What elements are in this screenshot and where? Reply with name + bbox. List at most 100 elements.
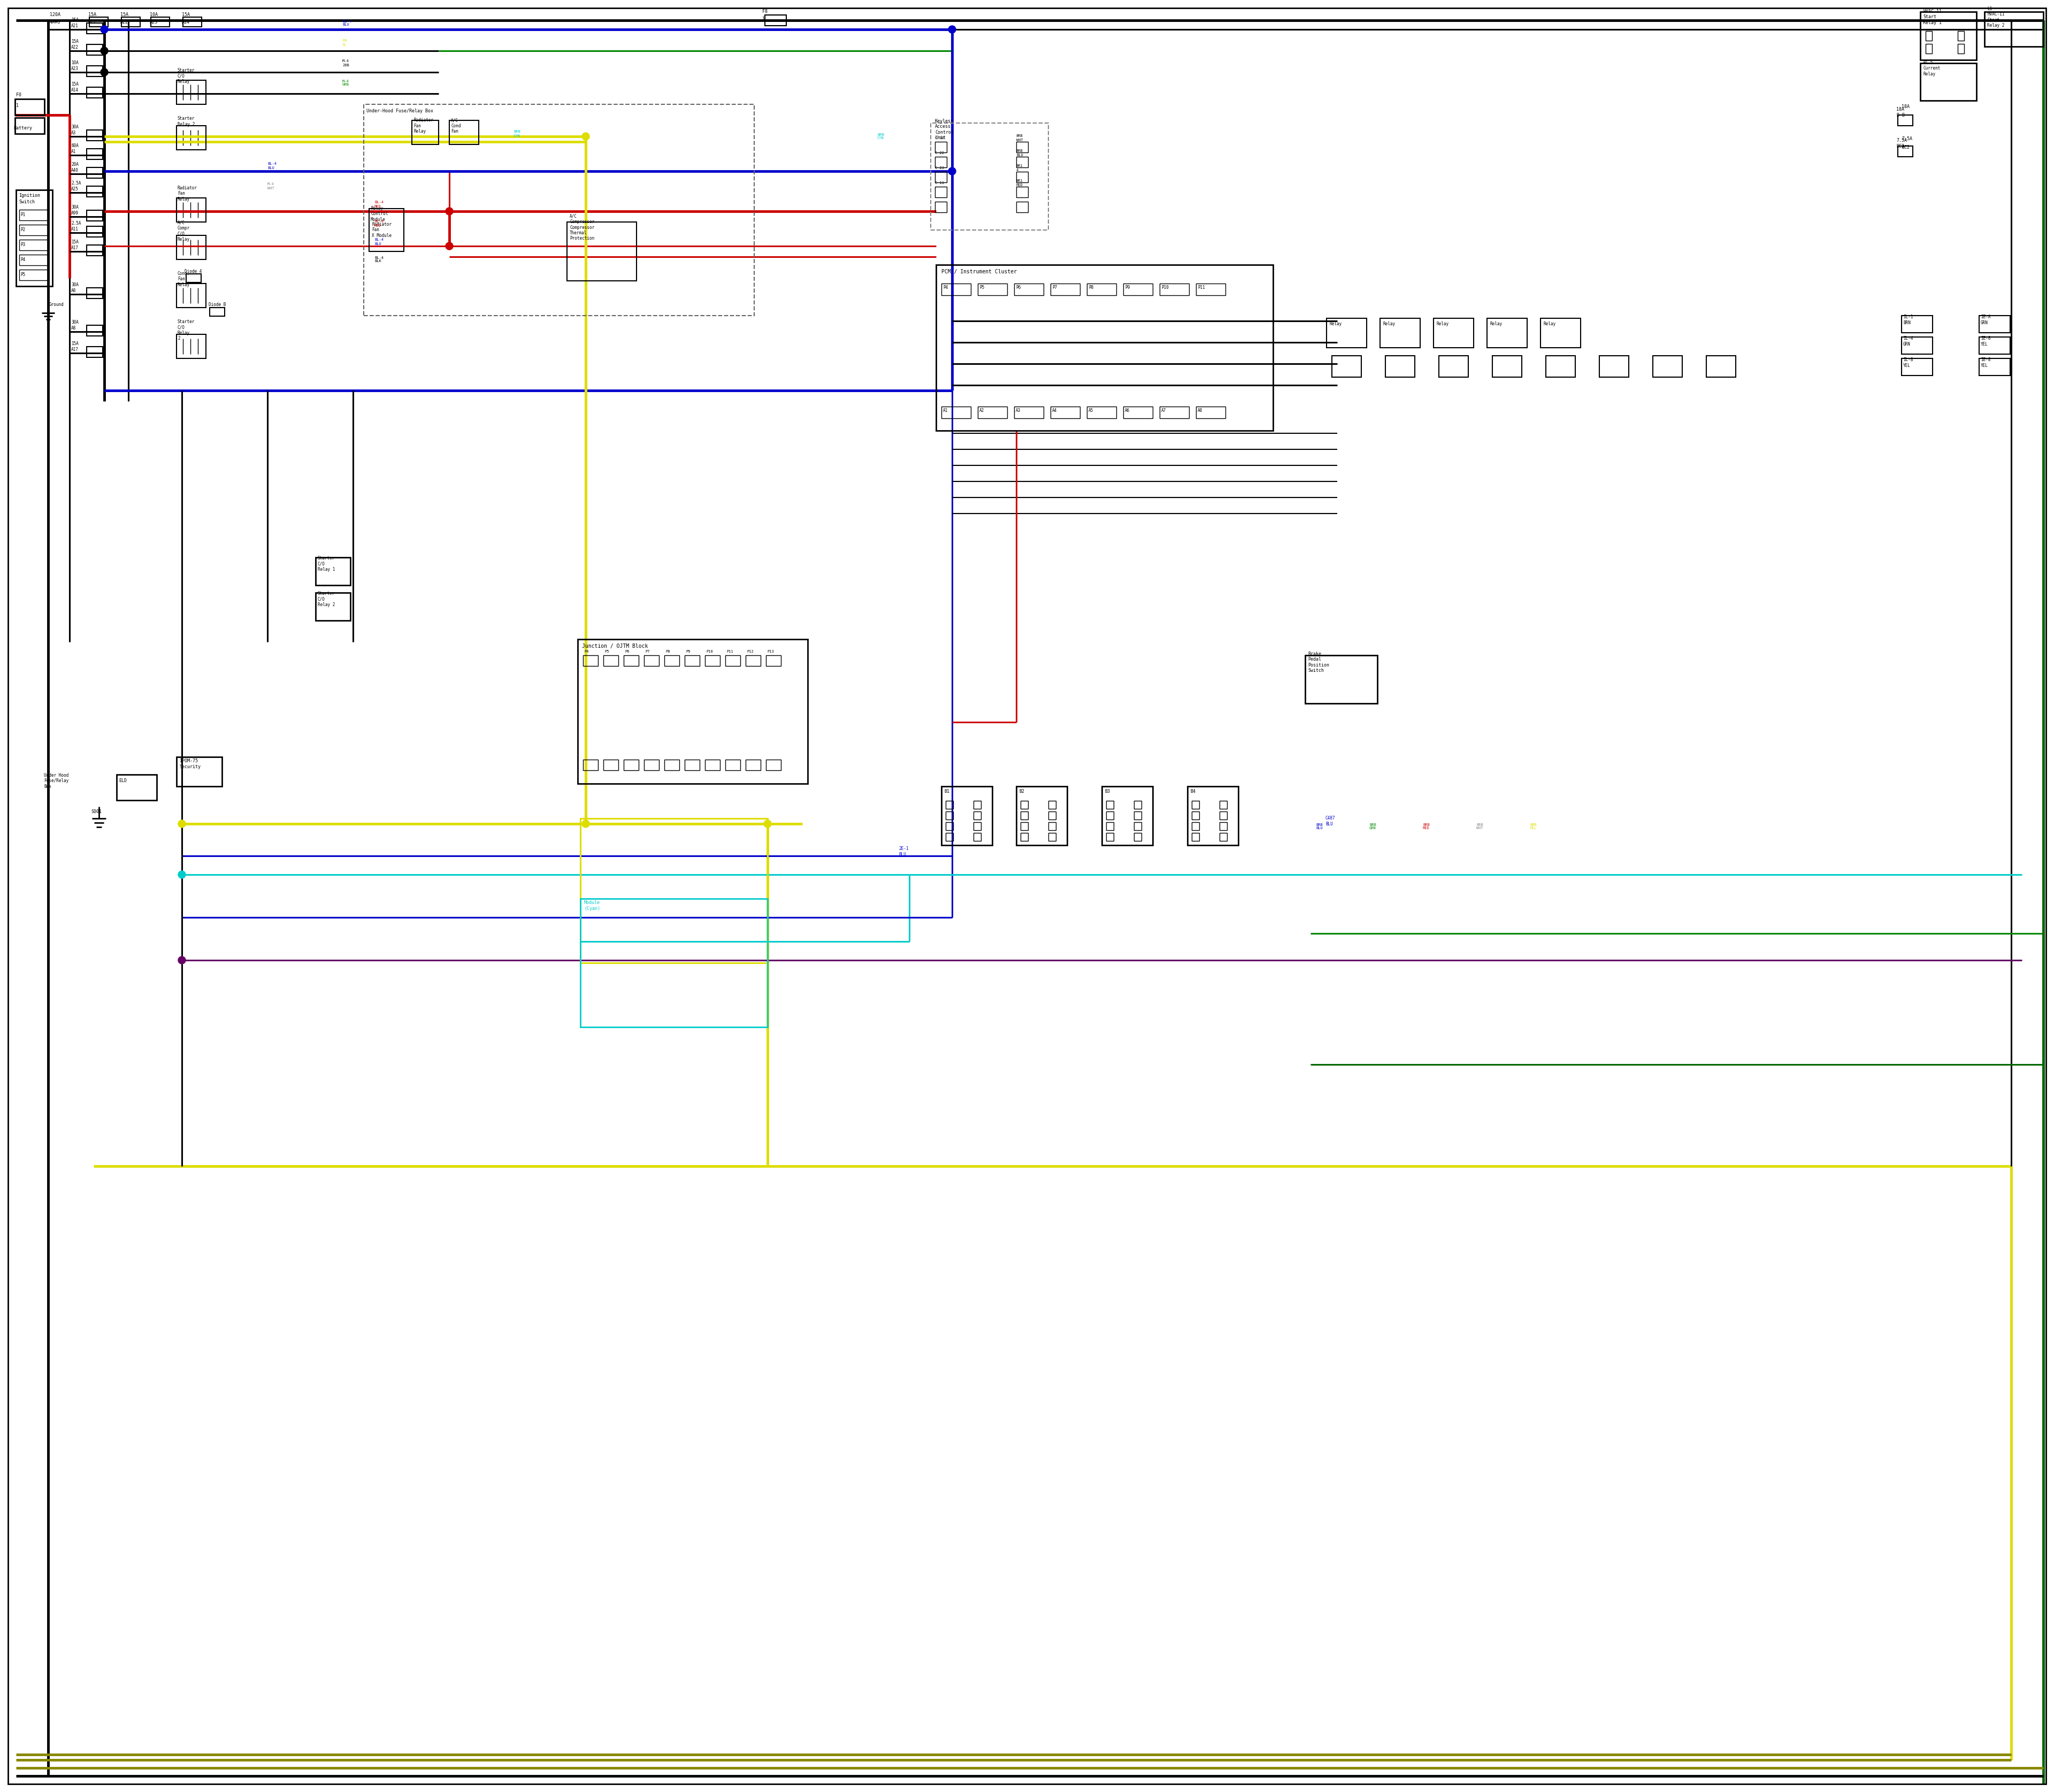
Text: Under-Hood Fuse/Relay Box: Under-Hood Fuse/Relay Box	[366, 109, 433, 113]
Text: 8RB
BLU: 8RB BLU	[1017, 149, 1023, 156]
Bar	[1980, 337, 2011, 355]
Bar	[1087, 283, 1115, 296]
Bar	[86, 226, 103, 237]
Bar	[1902, 337, 1933, 355]
Text: Relay: Relay	[1436, 321, 1448, 326]
Text: BRB
BLU: BRB BLU	[1317, 823, 1323, 830]
Bar	[1920, 63, 1976, 100]
Circle shape	[101, 25, 109, 34]
Text: BRN
CYN: BRN CYN	[514, 131, 520, 138]
Text: P6: P6	[624, 650, 629, 652]
Bar	[1927, 30, 1933, 41]
Bar	[88, 18, 109, 27]
Bar	[1547, 357, 1575, 376]
Bar	[1107, 833, 1113, 840]
Bar	[604, 656, 618, 667]
Circle shape	[581, 821, 589, 828]
Bar	[1980, 315, 2011, 333]
Text: 2E-1
BLU: 2E-1 BLU	[900, 846, 908, 857]
Circle shape	[101, 47, 109, 54]
Bar	[705, 656, 721, 667]
Text: Ground: Ground	[49, 303, 64, 306]
Bar	[583, 760, 598, 771]
Bar	[1191, 823, 1200, 830]
Bar	[1195, 407, 1226, 418]
Text: 18A
B: 18A B	[1896, 108, 1904, 118]
Bar	[1493, 357, 1522, 376]
Bar	[86, 167, 103, 177]
Bar	[583, 656, 598, 667]
Text: BL-4
BLU: BL-4 BLU	[374, 238, 384, 246]
Text: A/C
Compr
C/O
Relay: A/C Compr C/O Relay	[177, 220, 189, 242]
Text: Relay: Relay	[1543, 321, 1555, 326]
Text: BRB
YEL: BRB YEL	[1530, 823, 1536, 830]
Text: IE-8
YEL: IE-8 YEL	[1980, 357, 1990, 367]
Bar	[941, 283, 972, 296]
Bar	[935, 156, 947, 167]
Bar	[1191, 833, 1200, 840]
Bar	[1331, 357, 1362, 376]
Text: P3: P3	[21, 242, 25, 247]
Bar	[978, 407, 1006, 418]
Bar	[645, 760, 659, 771]
Text: Diode B: Diode B	[210, 303, 226, 306]
Text: 15A
A17: 15A A17	[72, 240, 78, 251]
Text: C 10: C 10	[935, 136, 945, 140]
Text: 120A: 120A	[49, 13, 60, 18]
Bar	[14, 118, 45, 134]
Text: B1: B1	[945, 788, 949, 794]
Bar	[945, 801, 953, 808]
Text: 1: 1	[762, 16, 764, 22]
Text: Starter
C/O
Relay: Starter C/O Relay	[177, 68, 195, 84]
Text: BL-4
BLK: BL-4 BLK	[374, 256, 384, 263]
Bar	[930, 124, 1048, 229]
Text: BL-4
RED: BL-4 RED	[374, 201, 384, 208]
Circle shape	[949, 25, 955, 34]
Circle shape	[446, 242, 454, 249]
Bar	[1161, 407, 1189, 418]
Text: IPOM-75
Security: IPOM-75 Security	[179, 758, 201, 769]
Bar	[86, 88, 103, 99]
Bar	[86, 45, 103, 56]
Text: 1: 1	[16, 104, 18, 108]
Bar	[935, 186, 947, 197]
Bar	[316, 557, 351, 586]
Bar	[746, 656, 760, 667]
Text: IE-A
GRN: IE-A GRN	[1980, 315, 1990, 324]
Bar	[1600, 357, 1629, 376]
Bar	[117, 774, 156, 801]
Bar	[1017, 142, 1029, 152]
Text: IL-1
BRN: IL-1 BRN	[1904, 315, 1912, 324]
Text: Module
(Cyan): Module (Cyan)	[583, 900, 600, 910]
Bar	[1927, 43, 1933, 54]
Bar	[937, 265, 1273, 430]
Text: B4: B4	[1189, 788, 1195, 794]
Text: 15A: 15A	[88, 13, 97, 18]
Bar	[210, 308, 224, 315]
Bar	[187, 274, 201, 283]
Text: Battery: Battery	[14, 125, 33, 131]
Text: 15A
A22: 15A A22	[72, 39, 78, 50]
Text: 30A
A8: 30A A8	[72, 283, 78, 292]
Bar	[1957, 43, 1964, 54]
Text: A2: A2	[980, 409, 984, 414]
Text: BC2: BC2	[1902, 145, 1910, 149]
Bar	[1920, 13, 1976, 59]
Circle shape	[949, 167, 955, 176]
Bar	[1957, 30, 1964, 41]
Text: C 11: C 11	[935, 181, 945, 185]
Text: 8R1
RED: 8R1 RED	[1017, 179, 1023, 186]
Bar	[1021, 801, 1029, 808]
Text: A4: A4	[1052, 409, 1058, 414]
Text: Starter
C/O
Relay 2: Starter C/O Relay 2	[318, 591, 335, 607]
Text: 20A
A40: 20A A40	[72, 163, 78, 172]
Bar	[663, 760, 680, 771]
Bar	[1487, 319, 1526, 348]
Text: P4: P4	[583, 650, 589, 652]
Text: Starter
C/O
Relay
2: Starter C/O Relay 2	[177, 319, 195, 340]
Bar	[1017, 787, 1068, 846]
Bar	[1134, 823, 1142, 830]
Bar	[725, 760, 739, 771]
Text: P9: P9	[686, 650, 690, 652]
Bar	[1304, 656, 1378, 704]
